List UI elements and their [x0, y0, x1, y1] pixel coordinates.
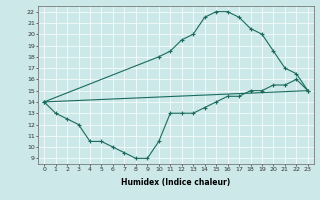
X-axis label: Humidex (Indice chaleur): Humidex (Indice chaleur) [121, 178, 231, 187]
